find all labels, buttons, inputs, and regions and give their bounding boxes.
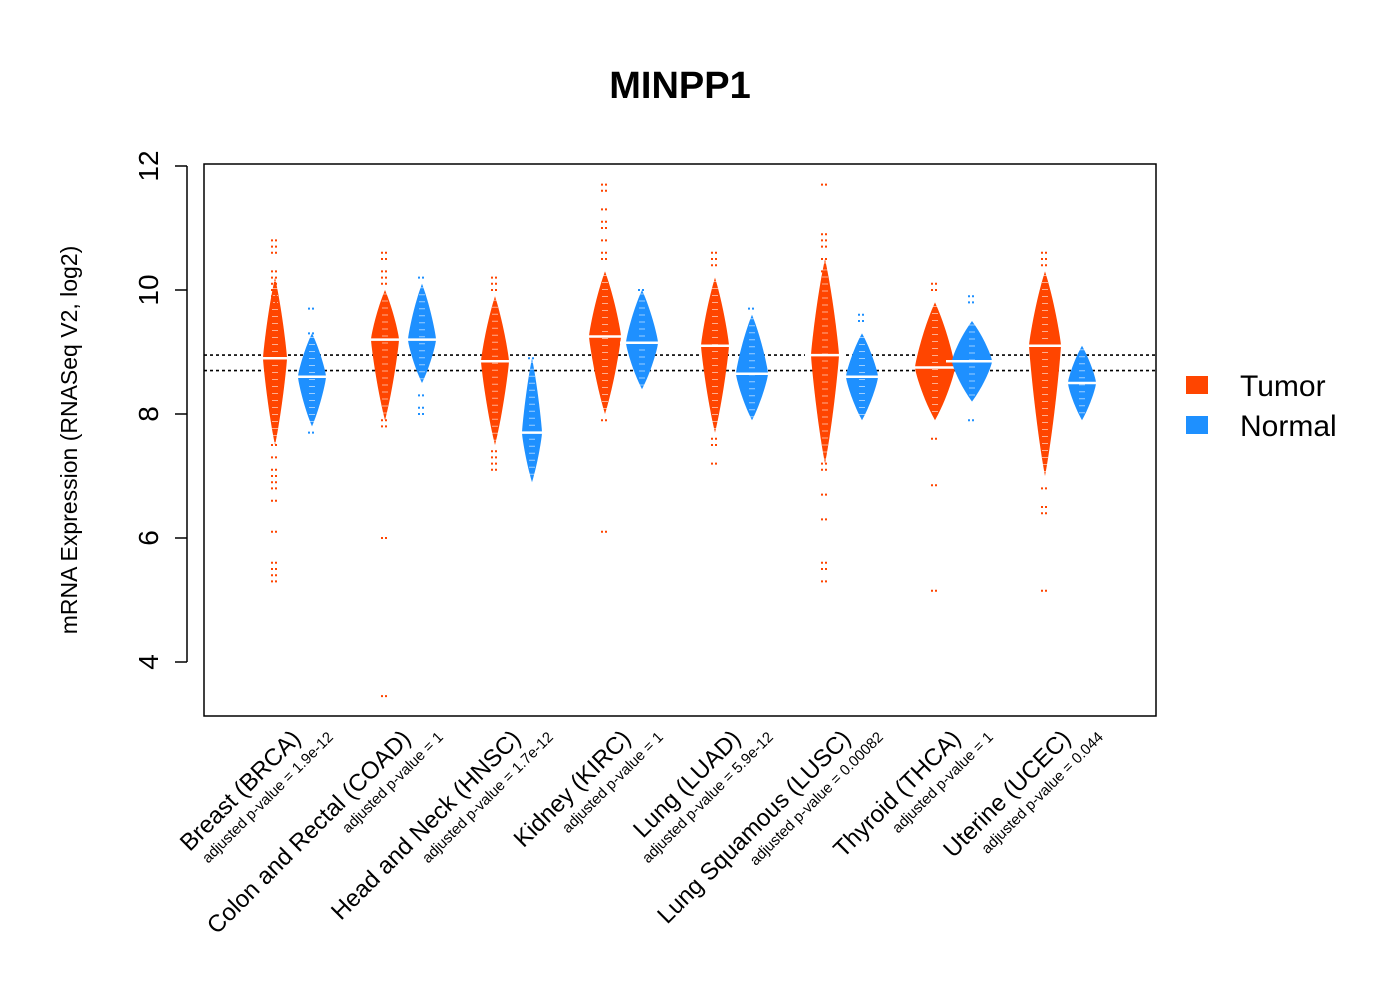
legend-label: Tumor (1240, 370, 1326, 403)
tumor-bean (257, 239, 293, 583)
legend-swatch (1186, 416, 1208, 434)
reference-lines (204, 354, 1156, 372)
bean-body (701, 277, 729, 433)
normal-bean (1062, 345, 1102, 421)
chart-title: MINPP1 (609, 65, 750, 107)
tumor-bean (805, 183, 845, 583)
tumor-bean (365, 251, 405, 698)
bean-body (626, 290, 658, 390)
legend-swatch (1186, 376, 1208, 394)
bean-body (408, 283, 436, 383)
legend-label: Normal (1240, 410, 1337, 443)
beans (257, 183, 1102, 698)
bean-body (371, 290, 399, 421)
normal-bean (840, 313, 884, 421)
bean-body (915, 302, 955, 421)
x-axis-labels: Breast (BRCA)adjusted p-value = 1.9e-12C… (175, 725, 1107, 939)
tumor-bean (583, 183, 627, 533)
normal-bean (516, 357, 548, 483)
normal-bean (402, 276, 442, 415)
tumor-bean (1023, 251, 1067, 592)
bean-body (589, 271, 621, 414)
normal-bean (620, 289, 664, 390)
y-tick-label: 8 (133, 406, 164, 422)
y-axis-label: mRNA Expression (RNASeq V2, log2) (56, 246, 82, 635)
y-tick-label: 4 (133, 654, 164, 670)
plot-frame (203, 163, 1157, 717)
tumor-bean (909, 282, 961, 592)
normal-bean (292, 307, 332, 434)
y-tick-label: 10 (133, 274, 164, 305)
bean-body (263, 277, 287, 445)
normal-bean (946, 295, 998, 422)
bean-body (298, 333, 326, 427)
y-axis: 4 6 8 10 12 (133, 150, 188, 670)
normal-bean (730, 307, 774, 421)
y-tick-label: 12 (133, 150, 164, 181)
y-tick-label: 6 (133, 530, 164, 546)
tumor-bean (475, 276, 515, 471)
tumor-bean (695, 251, 735, 465)
bean-body (522, 358, 542, 483)
legend: Tumor Normal (1186, 370, 1337, 443)
